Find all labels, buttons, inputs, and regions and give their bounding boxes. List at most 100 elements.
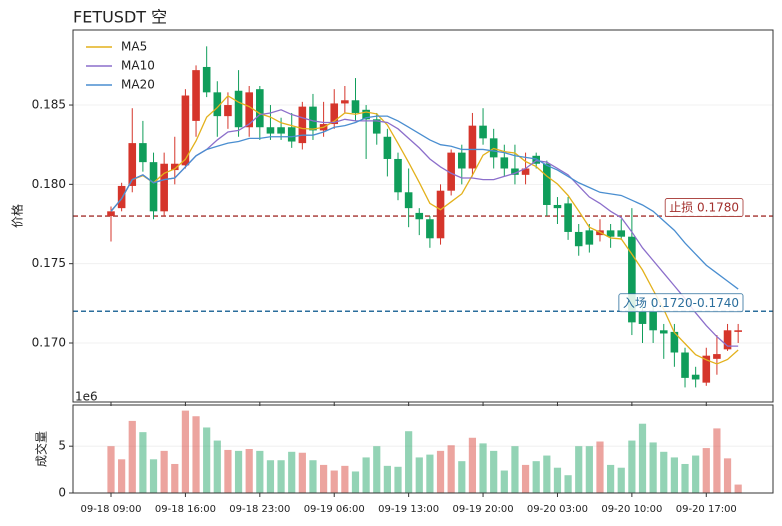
legend-label: MA20 xyxy=(121,78,155,92)
volume-bar xyxy=(543,455,551,493)
candle-body xyxy=(479,125,487,139)
candle-body xyxy=(511,168,519,175)
volume-bar xyxy=(723,458,732,493)
candle-body xyxy=(170,163,179,171)
candle-body xyxy=(617,230,626,237)
candle-body xyxy=(426,219,434,239)
volume-bar xyxy=(649,442,657,493)
candle-body xyxy=(628,236,636,323)
x-tick-label: 09-20 10:00 xyxy=(601,504,662,515)
candle-body xyxy=(202,66,211,93)
candle-body xyxy=(521,168,530,175)
candle-body xyxy=(287,127,296,142)
y-tick-label: 0 xyxy=(58,486,66,500)
volume-bar xyxy=(426,454,434,493)
volume-bar xyxy=(500,470,508,493)
volume-bar xyxy=(245,449,253,493)
candle-body xyxy=(266,127,275,134)
y-tick-label: 0.175 xyxy=(32,256,66,270)
volume-bar xyxy=(490,450,498,493)
candle-body xyxy=(649,311,657,331)
volume-offset-label: 1e6 xyxy=(75,390,98,404)
volume-bar xyxy=(256,450,264,493)
y-tick-label: 0.180 xyxy=(32,177,66,191)
candle-body xyxy=(543,163,551,205)
volume-bar xyxy=(266,460,275,493)
candle-body xyxy=(298,106,307,144)
volume-bar xyxy=(224,449,232,493)
volume-bar xyxy=(394,466,402,493)
x-tick-label: 09-18 23:00 xyxy=(229,504,290,515)
candle-body xyxy=(723,330,732,350)
candle-body xyxy=(128,143,137,186)
x-tick-label: 09-19 13:00 xyxy=(378,504,439,515)
volume-bar xyxy=(192,416,200,493)
y-tick-label: 0.185 xyxy=(32,98,66,112)
candle-body xyxy=(681,352,689,378)
candle-body xyxy=(553,204,562,209)
candle-body xyxy=(117,185,126,209)
legend-label: MA10 xyxy=(121,59,155,73)
candle-body xyxy=(224,105,232,117)
y-tick-label: 0.170 xyxy=(32,335,66,349)
volume-bar xyxy=(692,455,700,493)
candle-body xyxy=(638,311,647,324)
volume-bar xyxy=(564,475,572,493)
volume-bar xyxy=(660,451,668,493)
candle-body xyxy=(213,92,222,117)
candle-body xyxy=(404,192,413,209)
volume-bar xyxy=(638,423,647,493)
volume-bar xyxy=(405,431,413,493)
candle-body xyxy=(713,354,721,359)
candle-body xyxy=(160,163,168,212)
candle-body xyxy=(149,162,158,212)
candle-body xyxy=(139,143,147,163)
candle-body xyxy=(447,152,455,191)
candle-body xyxy=(457,152,466,169)
candle-body xyxy=(351,100,360,113)
volume-bar xyxy=(213,440,221,493)
annotation: 入场 0.1720-0.1740 xyxy=(623,296,739,310)
candle-body xyxy=(702,355,711,383)
annotation-box xyxy=(664,198,744,217)
volume-bar xyxy=(628,440,636,493)
volume-bar xyxy=(341,465,349,493)
x-tick-label: 09-18 16:00 xyxy=(155,504,216,515)
candle-body xyxy=(309,106,317,131)
ma-line xyxy=(110,95,739,365)
volume-bar xyxy=(373,446,381,493)
candle-body xyxy=(691,374,700,380)
candle-body xyxy=(500,157,509,169)
candle-body xyxy=(670,331,679,353)
volume-bar xyxy=(670,457,678,493)
volume-bar xyxy=(128,420,136,493)
volume-bar xyxy=(383,465,391,493)
volume-bar xyxy=(298,452,306,493)
ma-line xyxy=(110,109,739,347)
candle-body xyxy=(372,119,381,134)
volume-bar xyxy=(713,428,721,493)
candle-body xyxy=(341,100,349,104)
candle-body xyxy=(192,70,200,121)
volume-bar xyxy=(521,464,530,493)
ma-line xyxy=(110,115,739,290)
candle-body xyxy=(659,330,668,334)
volume-bar xyxy=(447,445,455,493)
volume-axis-label: 成交量 xyxy=(34,431,49,467)
volume-bar xyxy=(596,441,604,493)
volume-bar xyxy=(607,464,615,493)
candle-body xyxy=(256,89,264,128)
volume-bar xyxy=(479,443,487,493)
chart-title: FETUSDT 空 xyxy=(73,8,167,27)
volume-bar xyxy=(351,471,360,493)
volume-bar xyxy=(436,450,445,493)
x-tick-label: 09-20 17:00 xyxy=(676,504,737,515)
volume-bar xyxy=(171,463,179,493)
annotation: 止损 0.1780 xyxy=(669,201,739,215)
x-tick-label: 09-19 20:00 xyxy=(453,504,514,515)
volume-bar xyxy=(118,459,126,493)
volume-bar xyxy=(734,484,742,493)
annotation-box xyxy=(618,293,744,313)
candle-body xyxy=(362,109,370,120)
volume-bar xyxy=(330,470,338,493)
